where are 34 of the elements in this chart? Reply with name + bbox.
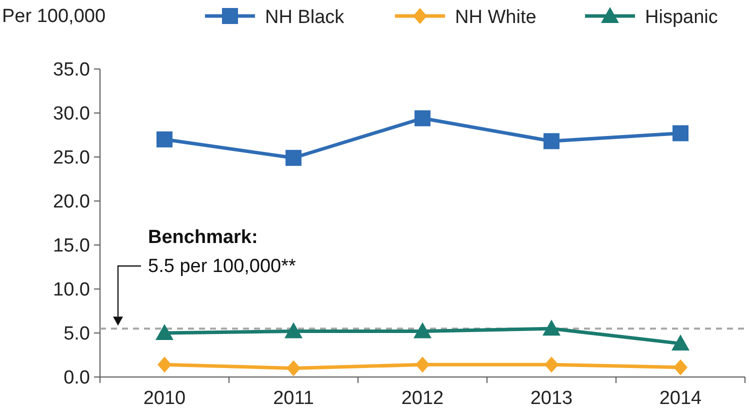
- y-tick-label: 15.0: [53, 236, 90, 257]
- x-tick-label: 2013: [530, 388, 573, 409]
- y-tick-label: 0.0: [64, 368, 90, 389]
- y-axis-title: Per 100,000: [2, 6, 106, 27]
- point: [284, 322, 302, 338]
- x-tick-label: 2012: [401, 388, 444, 409]
- x-tick-label: 2014: [659, 388, 702, 409]
- x-tick-label: 2011: [273, 388, 314, 409]
- point: [672, 125, 688, 142]
- point: [156, 131, 172, 148]
- annotation: 5.5 per 100,000**: [148, 256, 297, 277]
- annotation: Benchmark:: [148, 227, 258, 248]
- point: [414, 110, 430, 126]
- point: [156, 324, 174, 340]
- point: [542, 320, 560, 336]
- legend-label: NH Black: [265, 7, 345, 28]
- point: [286, 150, 302, 166]
- legend-label: NH White: [455, 7, 536, 28]
- y-tick-label: 5.0: [64, 324, 90, 345]
- y-tick-label: 30.0: [53, 104, 90, 125]
- point: [674, 359, 688, 376]
- y-tick-label: 25.0: [53, 148, 90, 169]
- point: [544, 356, 558, 373]
- point: [672, 334, 690, 351]
- point: [544, 133, 560, 150]
- point: [158, 356, 172, 373]
- legend-label: Hispanic: [645, 7, 718, 28]
- y-tick-label: 10.0: [53, 280, 90, 301]
- point: [286, 360, 300, 376]
- x-tick-label: 2010: [143, 388, 186, 409]
- y-tick-label: 35.0: [53, 60, 90, 81]
- point: [414, 322, 432, 338]
- y-tick-label: 20.0: [53, 192, 90, 213]
- point: [416, 356, 430, 373]
